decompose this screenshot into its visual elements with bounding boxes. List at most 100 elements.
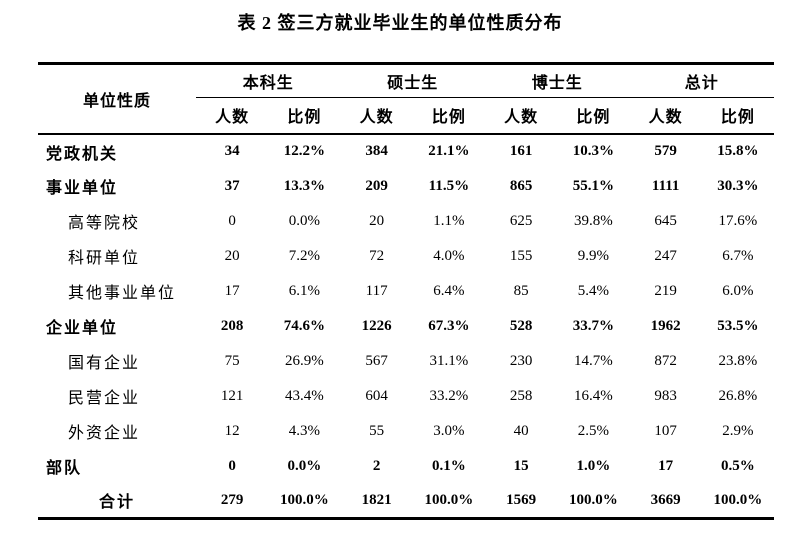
cell: 645 (654, 212, 677, 229)
sub-header-count: 人数 (485, 97, 558, 135)
cell: 9.9% (577, 247, 610, 264)
table-row: 党政机关 34 12.2% 384 21.1% 161 10.3% 579 15… (38, 134, 774, 169)
cell: 121 (220, 387, 244, 404)
group-header-total: 总计 (629, 63, 775, 98)
cell: 15 (513, 457, 529, 474)
cell: 6.7% (722, 247, 754, 264)
table-row: 国有企业 75 26.9% 567 31.1% 230 14.7% 872 23… (38, 344, 774, 379)
cell: 31.1% (429, 352, 469, 369)
cell: 14.7% (574, 352, 613, 369)
cell: 567 (365, 352, 388, 369)
cell: 100.0% (713, 491, 763, 508)
cell: 13.3% (283, 177, 325, 194)
cell: 26.8% (718, 387, 758, 404)
cell: 0 (228, 212, 236, 229)
cell: 37 (224, 177, 240, 194)
sub-header-ratio: 比例 (701, 97, 775, 135)
header-sub-row: 人数 比例 人数 比例 人数 比例 人数 比例 (38, 97, 775, 135)
cell: 3.0% (433, 422, 465, 439)
cell: 75 (224, 352, 240, 369)
cell: 6.1% (288, 282, 320, 299)
cell: 279 (220, 491, 244, 508)
cell: 55.1% (572, 177, 615, 194)
sub-header-ratio: 比例 (268, 97, 341, 135)
cell: 33.2% (429, 387, 469, 404)
cell: 20 (369, 212, 385, 229)
cell: 12 (224, 422, 240, 439)
cell: 0 (228, 457, 236, 474)
cell: 6.4% (433, 282, 465, 299)
row-label: 高等院校 (68, 215, 141, 232)
cell: 26.9% (285, 352, 324, 369)
cell: 16.4% (574, 387, 613, 404)
cell: 30.3% (717, 177, 759, 194)
cell: 1821 (361, 491, 392, 508)
cell: 4.0% (433, 247, 465, 264)
cell: 2 (372, 457, 381, 474)
row-label: 企业单位 (46, 320, 119, 337)
cell: 107 (654, 422, 677, 439)
cell: 5.4% (577, 282, 610, 299)
row-label: 合计 (98, 494, 135, 512)
cell: 74.6% (283, 317, 325, 334)
group-header-master: 硕士生 (340, 63, 486, 98)
sub-header-count: 人数 (196, 97, 269, 135)
table-row: 其他事业单位 17 6.1% 117 6.4% 85 5.4% 219 6.0% (38, 274, 774, 309)
row-label: 事业单位 (46, 180, 119, 197)
table-row: 科研单位 20 7.2% 72 4.0% 155 9.9% 247 6.7% (38, 239, 774, 274)
cell: 1111 (651, 177, 680, 194)
cell: 34 (224, 143, 240, 159)
cell: 117 (365, 282, 388, 299)
cell: 7.2% (288, 247, 320, 264)
cell: 230 (509, 352, 533, 369)
cell: 579 (654, 143, 677, 159)
cell: 3669 (650, 491, 681, 508)
row-label: 部队 (46, 460, 83, 477)
cell: 100.0% (569, 491, 618, 508)
cell: 20 (224, 247, 240, 264)
cell: 1962 (650, 317, 681, 334)
cell: 72 (369, 247, 385, 264)
cell: 247 (654, 247, 677, 264)
cell: 6.0% (722, 282, 754, 299)
cell: 85 (513, 282, 529, 299)
cell: 21.1% (428, 143, 470, 159)
cell: 1226 (361, 317, 392, 334)
cell: 161 (509, 143, 533, 159)
cell: 17.6% (718, 212, 758, 229)
cell: 100.0% (424, 491, 474, 508)
cell: 2.5% (577, 422, 610, 439)
row-label: 其他事业单位 (68, 285, 177, 302)
table-row: 高等院校 0 0.0% 20 1.1% 625 39.8% 645 17.6% (38, 204, 774, 239)
row-label: 科研单位 (68, 250, 141, 267)
cell: 983 (654, 387, 677, 404)
header-group-row: 单位性质 本科生 硕士生 博士生 总计 (38, 63, 775, 135)
cell: 1.1% (433, 212, 465, 229)
cell: 155 (509, 247, 533, 264)
cell: 0.1% (432, 457, 466, 474)
row-label: 国有企业 (68, 355, 141, 372)
table-row: 民营企业 121 43.4% 604 33.2% 258 16.4% 983 2… (38, 379, 774, 414)
cell: 10.3% (572, 143, 615, 159)
table-row-total: 合计 279 100.0% 1821 100.0% 1569 100.0% 36… (38, 484, 774, 519)
table-row: 部队 0 0.0% 2 0.1% 15 1.0% 17 0.5% (38, 449, 774, 484)
cell: 0.0% (288, 212, 320, 229)
cell: 33.7% (572, 317, 615, 334)
table-title: 表 2 签三方就业毕业生的单位性质分布 (237, 13, 563, 33)
cell: 0.0% (287, 457, 322, 474)
cell: 208 (220, 317, 244, 334)
sub-header-ratio: 比例 (557, 97, 630, 135)
table-row: 企业单位 208 74.6% 1226 67.3% 528 33.7% 1962… (38, 309, 774, 344)
cell: 12.2% (283, 143, 325, 159)
cell: 55 (369, 422, 385, 439)
group-header-undergraduate: 本科生 (196, 63, 341, 98)
group-header-doctor: 博士生 (485, 63, 630, 98)
cell: 219 (654, 282, 677, 299)
cell: 39.8% (574, 212, 613, 229)
table-row: 事业单位 37 13.3% 209 11.5% 865 55.1% 1111 3… (38, 169, 774, 204)
sub-header-count: 人数 (340, 97, 413, 135)
cell: 604 (365, 387, 388, 404)
cell: 2.9% (722, 422, 754, 439)
cell: 625 (509, 212, 533, 229)
